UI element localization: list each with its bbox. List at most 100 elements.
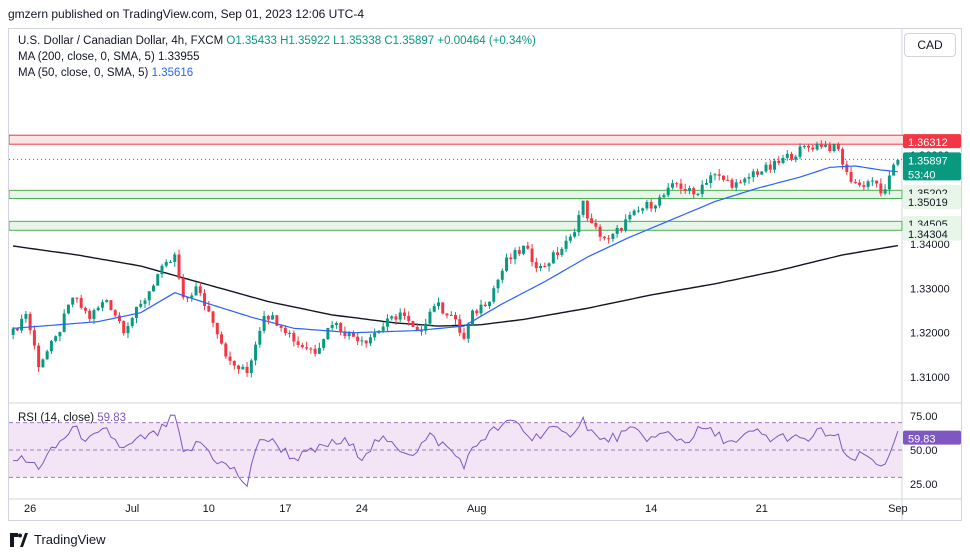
candle-body	[883, 189, 887, 194]
ma200-legend: MA (200, close, 0, SMA, 5) 1.33955	[18, 50, 200, 64]
candle-body	[598, 226, 602, 237]
candle-body	[245, 366, 249, 374]
candle-body	[828, 144, 832, 152]
rsi-line	[13, 414, 899, 488]
zone-bottom-badge-2-bg	[903, 225, 961, 241]
candle-body	[96, 307, 100, 311]
candle-body	[679, 183, 683, 189]
candle-body	[373, 332, 377, 338]
candle-body	[37, 345, 41, 368]
candle-body	[177, 254, 181, 279]
candle-body	[696, 194, 700, 196]
candle-body	[811, 147, 815, 150]
candle-body	[220, 334, 224, 344]
candle-body	[645, 202, 649, 209]
candle-body	[870, 180, 874, 182]
candle-body	[343, 331, 347, 337]
candle-body	[739, 182, 742, 184]
candle-body	[356, 336, 360, 342]
candle-body	[113, 310, 117, 316]
candle-body	[777, 160, 781, 163]
candle-body	[71, 297, 75, 305]
candle-body	[390, 316, 394, 319]
candle-body	[20, 318, 24, 331]
candle-body	[309, 348, 313, 350]
candle-body	[836, 144, 840, 150]
zone-bottom-badge-2-text: 1.34304	[908, 229, 948, 241]
candle-body	[709, 175, 713, 184]
candle-body	[296, 341, 300, 345]
candle-body	[419, 330, 423, 332]
candle-body	[751, 171, 755, 178]
candle-body	[564, 240, 568, 249]
candle-body	[730, 179, 734, 188]
candle-body	[658, 197, 662, 206]
price-tick-label: 1.31000	[910, 372, 950, 384]
candle-body	[628, 214, 632, 220]
time-tick-label: Jul	[125, 503, 139, 515]
candle-body	[636, 210, 640, 212]
candle-body	[517, 250, 521, 254]
candle-body	[254, 344, 258, 361]
candle-body	[615, 227, 619, 234]
rsi-label: RSI (14, close)	[18, 412, 95, 424]
candle-body	[641, 208, 645, 211]
candle-body	[169, 261, 172, 263]
candle-body	[619, 227, 623, 231]
ohlc-values: O1.35433 H1.35922 L1.35338 C1.35897 +0.0…	[226, 35, 536, 47]
candle-body	[670, 183, 674, 188]
candle-body	[747, 177, 751, 179]
candle-body	[590, 218, 594, 223]
candle-body	[100, 302, 104, 308]
candle-body	[449, 314, 453, 316]
ma50-legend: MA (50, close, 0, SMA, 5) 1.35616	[18, 66, 193, 80]
candle-body	[32, 330, 36, 346]
candle-body	[173, 254, 177, 262]
candle-body	[692, 188, 696, 195]
candle-body	[241, 366, 245, 370]
time-tick-label: 10	[203, 503, 215, 515]
candle-body	[109, 300, 113, 311]
candle-body	[75, 297, 79, 299]
candle-body	[305, 347, 309, 349]
candle-body	[432, 306, 436, 312]
candle-body	[743, 178, 747, 183]
candle-body	[322, 339, 326, 348]
footer-brand: TradingView	[10, 530, 106, 550]
price-tick-label: 1.34000	[910, 239, 950, 251]
support-zone-2	[9, 220, 903, 231]
publisher-line: gmzern published on TradingView.com, Sep…	[8, 7, 364, 21]
candle-body	[807, 145, 811, 148]
rsi-tick-label: 50.00	[910, 445, 938, 457]
candle-body	[496, 279, 500, 289]
candle-body	[198, 286, 202, 294]
candle-body	[186, 297, 190, 299]
candle-body	[845, 164, 849, 172]
time-tick-label: 17	[279, 503, 291, 515]
candle-body	[271, 315, 275, 320]
candle-body	[568, 236, 572, 241]
time-tick-label: Sep	[888, 503, 908, 515]
candle-body	[683, 188, 687, 191]
price-chart[interactable]: 1.310001.320001.330001.340001.360001.363…	[9, 29, 961, 520]
candle-body	[866, 181, 870, 187]
currency-button[interactable]: CAD	[904, 33, 956, 57]
candle-body	[815, 143, 819, 150]
candle-body	[228, 356, 232, 361]
candle-body	[41, 359, 45, 368]
candle-body	[45, 351, 49, 360]
candle-body	[832, 144, 836, 152]
candle-body	[611, 233, 615, 239]
candle-body	[330, 325, 334, 328]
candle-body	[58, 331, 62, 337]
candle-body	[849, 171, 853, 182]
rsi-tick-label: 75.00	[910, 411, 938, 423]
candle-body	[462, 332, 466, 339]
ma50-line	[13, 165, 898, 334]
tradingview-logo-icon	[10, 533, 28, 547]
candle-body	[530, 248, 534, 263]
candle-body	[717, 174, 721, 176]
candle-body	[385, 318, 389, 327]
candle-body	[262, 315, 266, 331]
candle-body	[105, 300, 109, 303]
